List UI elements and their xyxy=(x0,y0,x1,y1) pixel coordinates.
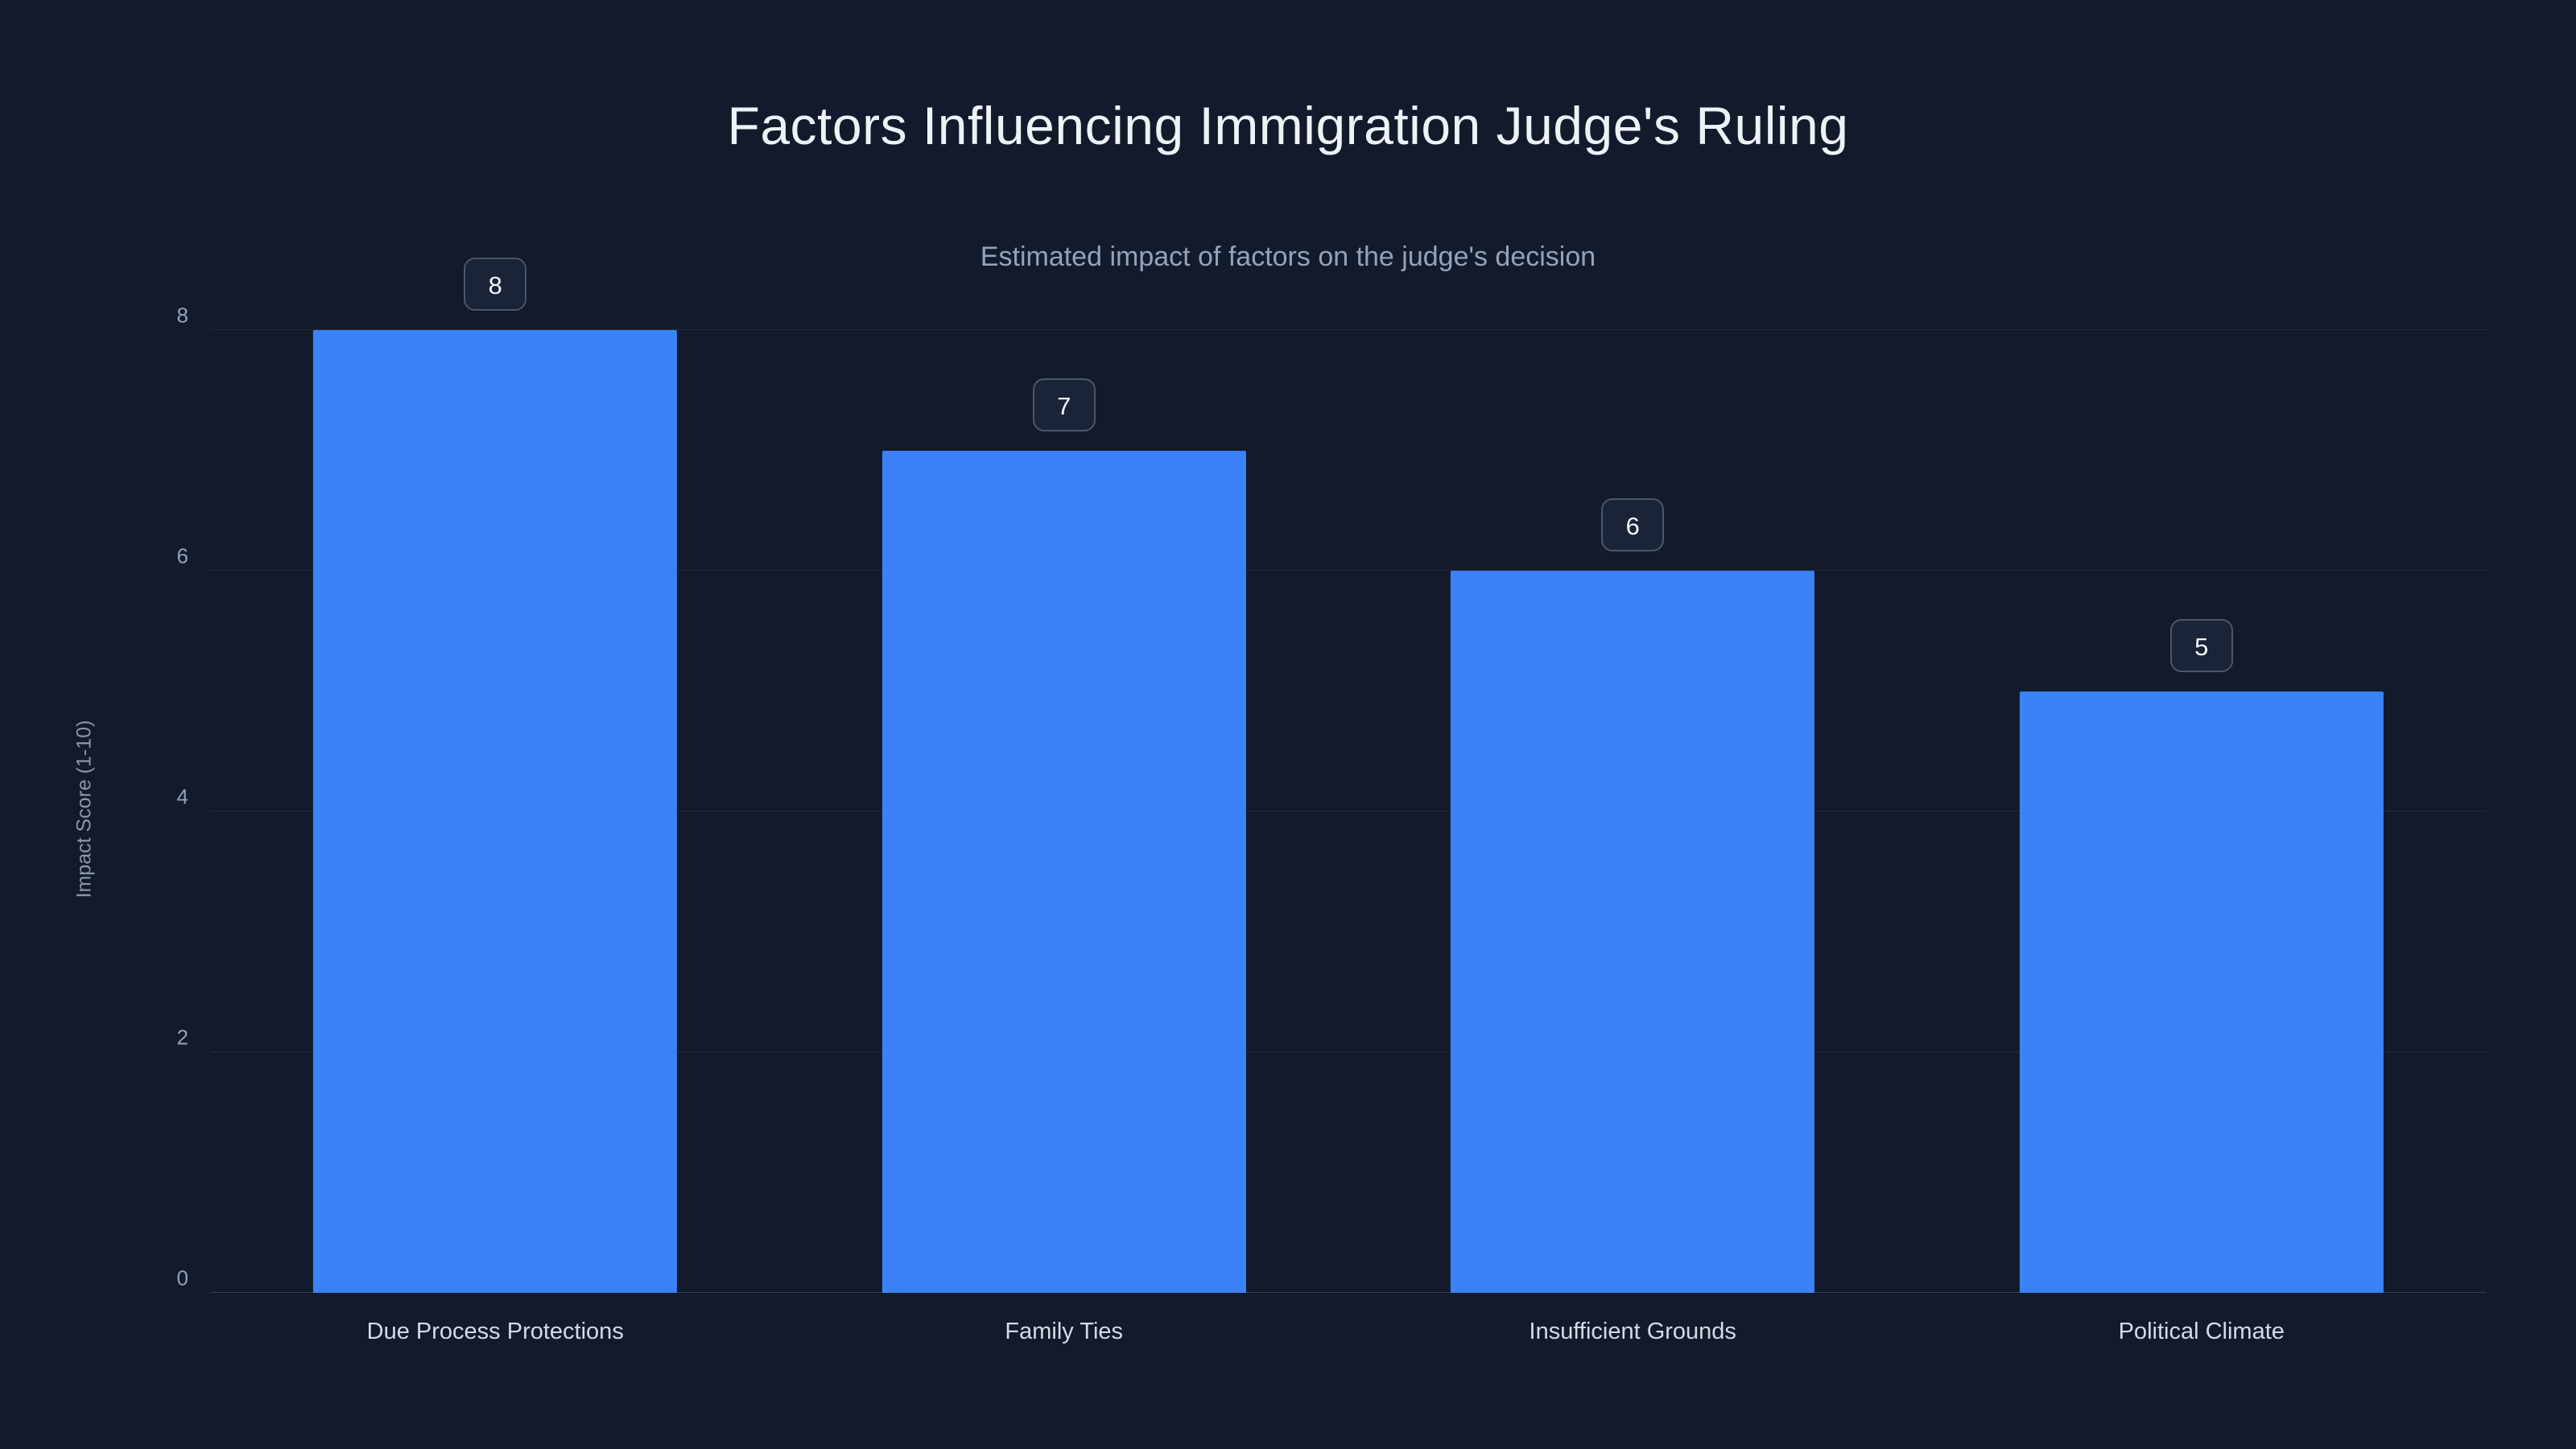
plot-area: 0 2 4 6 8 8 7 6 5 xyxy=(177,258,2487,1293)
x-category-label: Insufficient Grounds xyxy=(1529,1319,1736,1344)
bar[interactable] xyxy=(313,330,678,1293)
bar-value-badge: 8 xyxy=(464,258,527,311)
bar-value-badge: 5 xyxy=(2169,618,2233,672)
bar[interactable] xyxy=(881,450,1246,1293)
gridline xyxy=(211,1292,2486,1293)
chart-subtitle: Estimated impact of factors on the judge… xyxy=(980,242,1596,272)
bars-row: 8 7 6 5 xyxy=(211,258,2487,1293)
bar-slot: 5 xyxy=(1918,330,2487,1293)
bar-value-badge: 7 xyxy=(1032,378,1096,431)
chart-title: Factors Influencing Immigration Judge's … xyxy=(727,96,1849,155)
bar-slot: 7 xyxy=(780,330,1349,1293)
y-tick-label: 6 xyxy=(176,543,188,568)
y-tick-label: 2 xyxy=(176,1025,188,1050)
bar-slot: 6 xyxy=(1348,330,1918,1293)
x-labels-row: Due Process Protections Family Ties Insuff… xyxy=(211,1319,2486,1345)
y-axis-label: Impact Score (1-10) xyxy=(72,720,96,898)
y-tick-label: 4 xyxy=(176,784,188,809)
gridline xyxy=(211,1051,2486,1052)
bar[interactable] xyxy=(1451,571,1815,1293)
x-category-label: Due Process Protections xyxy=(366,1319,624,1344)
bar[interactable] xyxy=(2019,691,2384,1293)
gridline xyxy=(211,570,2486,571)
x-category-label: Political Climate xyxy=(2118,1319,2285,1344)
y-tick-label: 8 xyxy=(176,303,188,328)
bar-value-badge: 6 xyxy=(1601,498,1665,551)
gridline xyxy=(211,329,2486,330)
x-category-label: Family Ties xyxy=(1005,1319,1124,1344)
y-tick-label: 0 xyxy=(176,1265,188,1290)
bar-slot: 8 xyxy=(211,258,780,1293)
